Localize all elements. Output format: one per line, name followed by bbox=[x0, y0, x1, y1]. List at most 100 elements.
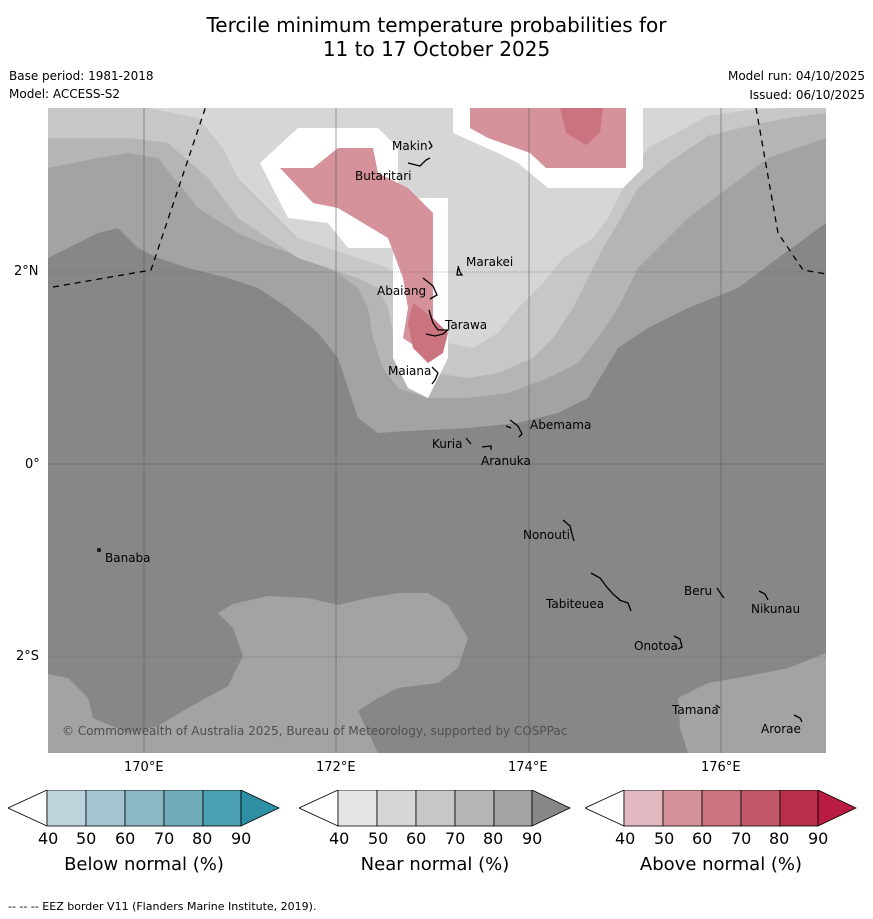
tarawa-outline bbox=[425, 309, 450, 337]
colorbar-below-80 bbox=[202, 790, 242, 827]
colorbar-above-normal bbox=[585, 790, 857, 827]
tabiteuea-outline-north bbox=[590, 572, 621, 601]
cb-below-tick-80: 80 bbox=[192, 829, 213, 848]
colorbar-above-90-cap bbox=[817, 790, 857, 827]
cb-above-tick-90: 90 bbox=[808, 829, 829, 848]
colorbar-below-low-cap bbox=[8, 790, 48, 827]
cb-near-tick-80: 80 bbox=[483, 829, 504, 848]
lon-tick-174e: 174°E bbox=[508, 760, 548, 775]
colorbar-below-90-cap bbox=[240, 790, 280, 827]
place-label-maiana: Maiana bbox=[388, 364, 432, 378]
place-label-onotoa: Onotoa bbox=[634, 639, 678, 653]
above-normal-50-west bbox=[280, 148, 433, 358]
cb-above-tick-50: 50 bbox=[654, 829, 675, 848]
place-label-tamana: Tamana bbox=[672, 703, 719, 717]
cb-near-tick-40: 40 bbox=[329, 829, 350, 848]
cb-below-tick-40: 40 bbox=[38, 829, 59, 848]
colorbar-above-low-cap bbox=[585, 790, 625, 827]
lon-tick-172e: 172°E bbox=[316, 760, 356, 775]
place-label-aranuka: Aranuka bbox=[481, 454, 531, 468]
copyright-notice: © Commonwealth of Australia 2025, Bureau… bbox=[62, 724, 568, 738]
cb-above-tick-40: 40 bbox=[615, 829, 636, 848]
makin-outline bbox=[407, 157, 431, 167]
model-name: Model: ACCESS-S2 bbox=[9, 87, 121, 101]
cb-below-tick-60: 60 bbox=[115, 829, 136, 848]
colorbar-near-low-cap bbox=[299, 790, 339, 827]
colorbar-near-70 bbox=[454, 790, 495, 827]
abaiang-outline bbox=[422, 277, 438, 300]
model-run: Model run: 04/10/2025 bbox=[727, 69, 865, 83]
onotoa-outline bbox=[673, 635, 683, 650]
place-label-butaritari: Butaritari bbox=[355, 169, 412, 183]
above-normal-60-west bbox=[408, 303, 448, 363]
place-label-nonouti: Nonouti bbox=[523, 528, 570, 542]
cb-below-tick-50: 50 bbox=[76, 829, 97, 848]
place-label-abaiang: Abaiang bbox=[377, 284, 427, 298]
cb-above-tick-80: 80 bbox=[769, 829, 790, 848]
colorbar-near-normal bbox=[299, 790, 571, 827]
beru-outline bbox=[716, 587, 725, 599]
lat-tick-0: 0° bbox=[25, 457, 40, 472]
eez-border bbox=[52, 108, 826, 288]
abemama-islet bbox=[505, 425, 512, 429]
map-title-line2: 11 to 17 October 2025 bbox=[322, 37, 551, 61]
place-label-arorae: Arorae bbox=[761, 722, 801, 736]
colorbar-below-40 bbox=[46, 790, 87, 827]
colorbar-above-80 bbox=[779, 790, 819, 827]
island-outlines bbox=[97, 140, 803, 723]
base-period: Base period: 1981-2018 bbox=[9, 69, 154, 83]
place-label-abemama: Abemama bbox=[530, 418, 592, 432]
tabiteuea-outline-south bbox=[618, 599, 632, 612]
banaba-outline bbox=[97, 548, 101, 552]
butaritari-outline bbox=[428, 140, 433, 150]
cb-below-tick-70: 70 bbox=[154, 829, 175, 848]
maiana-outline bbox=[431, 366, 439, 385]
lon-tick-176e: 176°E bbox=[701, 760, 741, 775]
cb-above-title: Above normal (%) bbox=[639, 854, 803, 875]
cb-below-title: Below normal (%) bbox=[64, 854, 224, 875]
place-label-nikunau: Nikunau bbox=[751, 602, 801, 616]
colorbar-below-normal bbox=[8, 790, 280, 827]
cb-near-tick-50: 50 bbox=[368, 829, 389, 848]
colorbar-below-50 bbox=[85, 790, 126, 827]
cb-above-tick-60: 60 bbox=[692, 829, 713, 848]
nikunau-outline bbox=[758, 590, 769, 601]
place-label-marakei: Marakei bbox=[466, 255, 514, 269]
map-canvas bbox=[48, 108, 826, 753]
cb-above-tick-70: 70 bbox=[731, 829, 752, 848]
place-label-banaba: Banaba bbox=[105, 551, 151, 565]
colorbar-above-50 bbox=[662, 790, 703, 827]
abemama-outline bbox=[509, 419, 523, 438]
colorbar-near-40 bbox=[337, 790, 378, 827]
colorbar-below-60 bbox=[124, 790, 165, 827]
marakei-outline bbox=[456, 265, 464, 276]
cb-near-tick-90: 90 bbox=[522, 829, 543, 848]
kuria-outline bbox=[465, 437, 472, 445]
tamana-outline bbox=[715, 704, 721, 709]
lat-tick-2s: 2°S bbox=[16, 649, 40, 664]
map-title-line1: Tercile minimum temperature probabilitie… bbox=[206, 13, 667, 37]
colorbar-near-50 bbox=[376, 790, 417, 827]
place-label-kuria: Kuria bbox=[432, 437, 463, 451]
colorbar-near-60 bbox=[415, 790, 456, 827]
colorbar-near-90-cap bbox=[531, 790, 571, 827]
colorbar-above-40 bbox=[623, 790, 664, 827]
place-label-makin: Makin bbox=[392, 139, 428, 153]
nonouti-outline bbox=[562, 519, 575, 542]
issued-date: Issued: 06/10/2025 bbox=[749, 88, 865, 102]
colorbar-below-70 bbox=[163, 790, 204, 827]
cb-near-tick-60: 60 bbox=[406, 829, 427, 848]
colorbar-above-60 bbox=[701, 790, 742, 827]
lat-tick-2n: 2°N bbox=[14, 264, 39, 279]
graticule bbox=[48, 108, 826, 753]
colorbar-above-70 bbox=[740, 790, 781, 827]
arorae-outline bbox=[793, 714, 803, 723]
cb-below-tick-90: 90 bbox=[231, 829, 252, 848]
colorbar-near-80 bbox=[493, 790, 533, 827]
place-label-tarawa: Tarawa bbox=[445, 318, 488, 332]
near-normal-80-south bbox=[48, 593, 468, 753]
above-normal-60-north bbox=[560, 108, 603, 145]
eez-footnote: -- -- -- EEZ border V11 (Flanders Marine… bbox=[8, 900, 317, 913]
cb-near-title: Near normal (%) bbox=[360, 854, 510, 875]
near-normal-80-southeast bbox=[678, 653, 826, 753]
